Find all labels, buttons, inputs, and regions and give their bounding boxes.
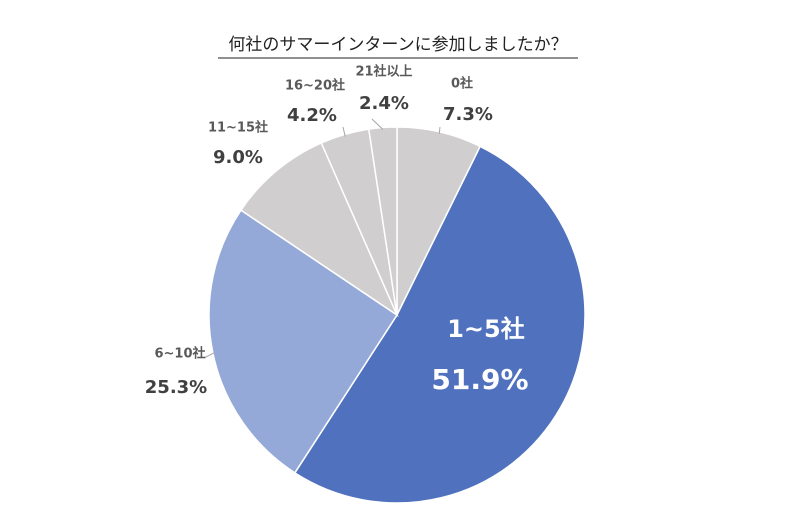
value-label: 7.3% [443,104,493,125]
value-label: 4.2% [287,105,337,126]
leader-line [203,351,216,359]
slice-name: 0社 [451,76,473,92]
value-label: 9.0% [213,147,263,168]
pie-slice [208,209,399,474]
value-label: 2.4% [359,93,409,114]
pie-slice [367,126,398,316]
slice-name: 11~15社 [208,120,268,136]
slice-name: 6~10社 [154,346,205,362]
slice-name: 21社以上 [355,64,412,80]
leader-line [342,126,346,137]
value-label-inside: 51.9% [431,363,528,396]
leader-line [438,126,441,134]
pie-slice [239,141,399,318]
chart-title: 何社のサマーインターンに参加しましたか？ [228,35,567,55]
slice-name: 16~20社 [285,78,345,94]
pie-slice [293,145,586,504]
value-label: 25.3% [145,377,207,398]
leader-line [371,118,384,130]
slice-name-inside: 1~5社 [447,315,525,343]
